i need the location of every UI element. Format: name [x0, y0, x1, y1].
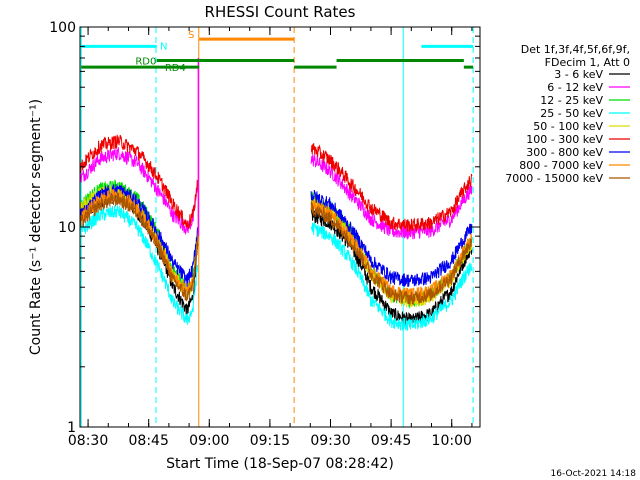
flag-label-1: S — [188, 30, 194, 41]
x-tick-label-2: 09:00 — [189, 433, 229, 449]
series-line-1-0 — [80, 147, 199, 236]
x-axis-label: Start Time (18-Sep-07 08:28:42) — [166, 456, 394, 472]
flag-label-0: N — [160, 41, 167, 52]
y-axis-label: Count Rate (s⁻¹ detector segment⁻¹) — [28, 99, 44, 355]
legend-label-6: 300 - 800 keV — [526, 146, 603, 159]
x-tick-label-5: 09:45 — [371, 433, 411, 449]
plot-area: N S RD0 RD4 — [80, 27, 474, 427]
series-line-3-0 — [80, 204, 198, 325]
x-tick-label-4: 09:30 — [310, 433, 350, 449]
series-5 — [80, 134, 473, 232]
series-line-7-1 — [310, 200, 473, 302]
series-line-5-0 — [80, 134, 199, 230]
legend-label-2: 12 - 25 keV — [540, 94, 603, 107]
x-axis: 08:30 08:45 09:00 09:15 09:30 09:45 10:00 — [68, 27, 473, 449]
legend-label-8: 7000 - 15000 keV — [505, 172, 603, 185]
legend-label-1: 6 - 12 keV — [547, 81, 603, 94]
legend-label-4: 50 - 100 keV — [533, 120, 603, 133]
legend: Det 1f,3f,4f,5f,6f,9f, FDecim 1, Att 0 3… — [505, 43, 630, 185]
series-8 — [80, 192, 473, 306]
flag-label-2: RD0 — [135, 56, 156, 67]
series-6 — [80, 183, 473, 288]
series-line-6-1 — [310, 190, 473, 288]
flag-label-3: RD4 — [165, 63, 186, 74]
y-tick-label-2: 100 — [49, 20, 76, 36]
series-line-0-1 — [310, 208, 473, 328]
series-line-5-1 — [311, 143, 473, 232]
x-tick-label-6: 10:00 — [432, 433, 472, 449]
series-line-8-1 — [310, 201, 473, 306]
series-line-3-1 — [310, 222, 473, 331]
legend-header-2: FDecim 1, Att 0 — [545, 56, 630, 69]
legend-label-7: 800 - 7000 keV — [519, 159, 603, 172]
legend-label-3: 25 - 50 keV — [540, 107, 603, 120]
legend-label-5: 100 - 300 keV — [526, 133, 603, 146]
series-line-8-0 — [80, 192, 199, 302]
chart-title: RHESSI Count Rates — [205, 3, 356, 21]
y-tick-label-1: 10 — [58, 220, 76, 236]
x-tick-label-0: 08:30 — [68, 433, 108, 449]
y-axis: 1 10 100 — [49, 20, 480, 436]
legend-label-0: 3 - 6 keV — [554, 68, 603, 81]
timestamp: 16-Oct-2021 14:18 — [551, 469, 637, 479]
series-line-6-0 — [80, 183, 199, 288]
legend-header-1: Det 1f,3f,4f,5f,6f,9f, — [521, 43, 630, 56]
x-tick-label-1: 08:45 — [129, 433, 169, 449]
series-3 — [80, 204, 473, 331]
y-tick-label-0: 1 — [67, 420, 76, 436]
x-tick-label-3: 09:15 — [250, 433, 290, 449]
